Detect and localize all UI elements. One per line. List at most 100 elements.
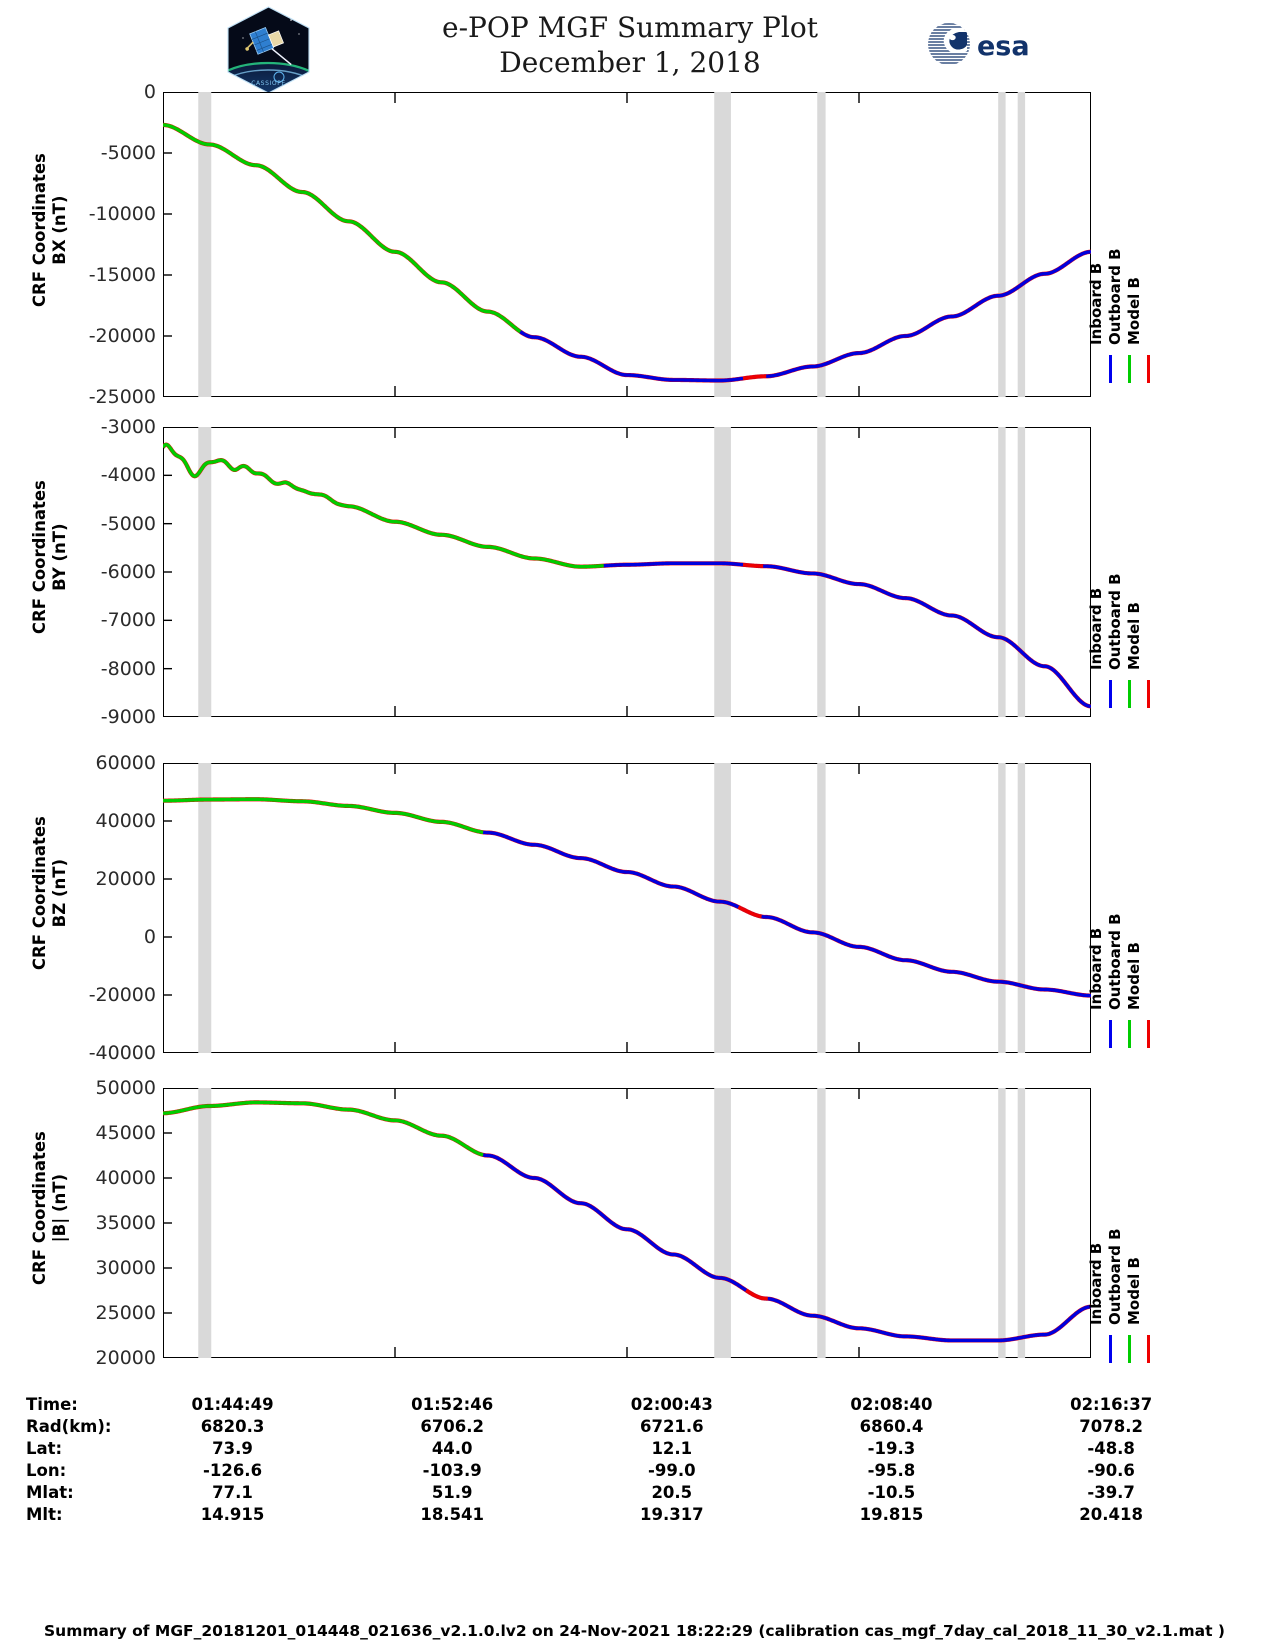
chart-panel-bx [163,92,1091,397]
table-row: Lat: 73.9 44.0 12.1 -19.3 -48.8 [26,1437,1221,1459]
model-b-curve [163,1100,1091,1343]
y-axis-label-bz: CRF Coordinates BZ (nT) [30,783,70,1003]
model-b-curve [163,122,1091,383]
plot-frame-bx [163,92,1091,397]
shaded-time-band [817,763,826,1053]
plot-frame-bz [163,763,1091,1053]
legend-by: Inboard B Outboard B Model B [1087,520,1167,708]
y-tick-label: -40000 [88,1042,156,1064]
y-tick-label: 50000 [95,1077,156,1099]
table-cell: 02:08:40 [850,1394,933,1414]
legend-color-keys [1105,1335,1167,1365]
y-tick-label: 35000 [95,1212,156,1234]
y-tick-label: 20000 [95,1347,156,1369]
shaded-time-band [714,763,731,1053]
y-tick-label: -10000 [88,203,156,225]
table-cell: 20.5 [651,1482,693,1502]
shaded-time-band [1017,92,1026,397]
shaded-time-band [198,763,212,1053]
y-tick-label: 25000 [95,1302,156,1324]
esa-wordmark: esa [977,31,1030,62]
table-cell: 73.9 [212,1438,253,1458]
y-tick-label: -6000 [100,561,156,583]
plot-frame-btot [163,1088,1091,1358]
legend-btot: Inboard B Outboard B Model B [1087,1175,1167,1363]
plot-area-by [163,427,1091,717]
shaded-time-band [714,1088,731,1358]
shaded-time-band [1017,763,1026,1053]
plot-area-bx [163,92,1091,397]
table-cell: -99.0 [648,1460,696,1480]
inboard-b-curve [482,1153,1091,1343]
table-cell: -48.8 [1087,1438,1135,1458]
table-cell: 6860.4 [859,1416,924,1436]
y-tick-label: -15000 [88,264,156,286]
y-axis-label-bx: CRF Coordinates BX (nT) [30,120,70,340]
table-cell: 18.541 [420,1504,485,1524]
shaded-time-band [1017,1088,1026,1358]
legend-color-key [1147,1020,1150,1048]
cassiope-logo-caption: CASSIOPE [251,80,286,87]
legend-color-key [1128,1335,1131,1363]
y-tick-label: -20000 [88,984,156,1006]
y-tick-label: -25000 [88,386,156,408]
legend-color-key [1147,1335,1150,1363]
table-cell: 77.1 [212,1482,253,1502]
table-row: Mlt: 14.915 18.541 19.317 19.815 20.418 [26,1503,1221,1525]
y-tick-label: -20000 [88,325,156,347]
shaded-time-band [817,92,826,397]
outboard-b-curve [163,442,604,569]
y-axis-ticks-btot: 50000 45000 40000 35000 30000 25000 20000 [38,1077,156,1369]
y-tick-label: -5000 [100,142,156,164]
y-axis-label-line2: BZ (nT) [50,858,69,928]
table-cell: 6721.6 [639,1416,704,1436]
y-tick-label: 0 [143,926,156,948]
outboard-b-curve [163,123,522,334]
table-row: Time: 01:44:49 01:52:46 02:00:43 02:08:40 02:… [26,1393,1221,1415]
legend-label: Model B [1125,602,1143,670]
table-cell: 20.418 [1079,1504,1143,1524]
cassiope-mission-logo-icon: CASSIOPE [221,4,316,96]
y-axis-label-line2: |B| (nT) [50,1173,69,1243]
table-row: Rad(km): 6820.3 6706.2 6721.6 6860.4 7078.2 [26,1415,1221,1437]
legend-label: Inboard B [1087,1242,1105,1325]
legend-color-key [1128,355,1131,383]
table-row-label: Rad(km): [26,1416,112,1436]
chart-panel-btot [163,1088,1091,1358]
legend-label: Outboard B [1106,1228,1124,1325]
title-line-2: December 1, 2018 [499,46,761,79]
legend-label: Inboard B [1087,587,1105,670]
model-b-visible-segment [737,905,762,919]
table-cell: 14.915 [200,1504,265,1524]
model-b-visible-segment [742,374,767,381]
legend-color-key [1128,1020,1131,1048]
table-row-label: Lon: [26,1460,67,1480]
model-b-curve [163,442,1091,709]
table-row: Lon: -126.6 -103.9 -99.0 -95.8 -90.6 [26,1459,1221,1481]
footer-caption: Summary of MGF_20181201_014448_021636_v2… [44,1622,1225,1640]
shaded-time-band [817,427,826,717]
table-row-label: Lat: [26,1438,63,1458]
shaded-time-band [714,427,731,717]
ephemeris-table-body: Time: 01:44:49 01:52:46 02:00:43 02:08:40 02:… [26,1393,1221,1525]
table-cell: 6706.2 [420,1416,485,1436]
model-b-visible-segment [745,1288,768,1301]
table-cell: -103.9 [422,1460,482,1480]
shaded-time-band [998,427,1006,717]
y-tick-label: 60000 [95,752,156,774]
table-cell: 6820.3 [200,1416,265,1436]
plot-area-btot [163,1088,1091,1358]
table-cell: 02:16:37 [1070,1394,1153,1414]
y-tick-label: 30000 [95,1257,156,1279]
legend-label: Outboard B [1106,913,1124,1010]
table-cell: -39.7 [1087,1482,1135,1502]
model-b-curve [163,797,1091,998]
legend-label: Model B [1125,942,1143,1010]
shaded-time-band [998,1088,1006,1358]
legend-labels: Inboard B Outboard B Model B [1087,520,1167,670]
table-cell: -126.6 [203,1460,263,1480]
inboard-b-curve [519,250,1091,383]
shaded-time-band [1017,427,1026,717]
shaded-time-band [198,1088,212,1358]
shaded-time-band [998,763,1006,1053]
